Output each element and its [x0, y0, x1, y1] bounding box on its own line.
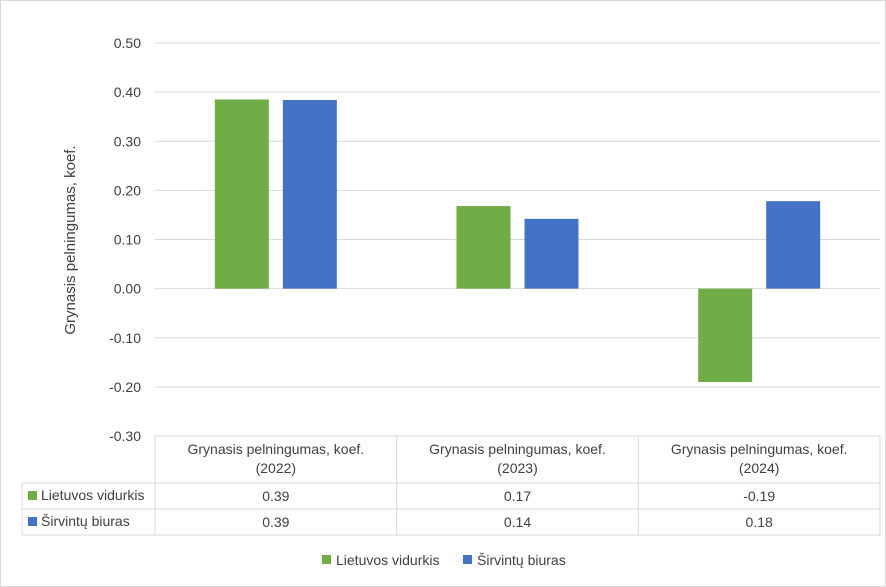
table-value: 0.18: [746, 514, 773, 530]
category-label-year: (2022): [256, 460, 296, 476]
bar-lietuvos-vidurkis: [214, 99, 269, 289]
y-tick-label: 0.00: [114, 281, 141, 297]
category-label-year: (2023): [497, 460, 537, 476]
y-tick-label: 0.10: [114, 232, 141, 248]
y-tick-label: 0.30: [114, 133, 141, 149]
y-axis-title: Grynasis pelningumas, koef.: [62, 145, 79, 334]
table-legend-swatch: [28, 491, 37, 500]
y-axis-ticks: 0.50 0.40 0.30 0.20 0.10 0.00 -0.10 -0.20 -0.30: [109, 35, 141, 444]
legend: Lietuvos vidurkis Širvintų biuras: [322, 552, 566, 568]
y-tick-label: -0.20: [109, 379, 141, 395]
table-value: 0.39: [262, 488, 289, 504]
table-value: 0.17: [504, 488, 531, 504]
bar-sirvintu-biuras: [524, 218, 579, 289]
category-label-year: (2024): [739, 460, 779, 476]
legend-label: Lietuvos vidurkis: [336, 552, 440, 568]
table-value: 0.14: [504, 514, 531, 530]
category-label: Grynasis pelningumas, koef.: [188, 441, 365, 457]
bar-sirvintu-biuras: [766, 201, 821, 289]
y-tick-label: 0.40: [114, 84, 141, 100]
legend-swatch: [322, 555, 331, 564]
bars: [214, 99, 821, 382]
y-tick-label: 0.50: [114, 35, 141, 51]
bar-sirvintu-biuras: [282, 99, 337, 289]
category-label: Grynasis pelningumas, koef.: [671, 441, 848, 457]
table-series-name: Lietuvos vidurkis: [41, 487, 145, 503]
category-label: Grynasis pelningumas, koef.: [429, 441, 606, 457]
bar-lietuvos-vidurkis: [698, 288, 753, 382]
legend-label: Širvintų biuras: [477, 552, 566, 568]
y-tick-label: -0.30: [109, 428, 141, 444]
bar-lietuvos-vidurkis: [456, 206, 511, 289]
y-tick-label: -0.10: [109, 330, 141, 346]
data-table: Grynasis pelningumas, koef. (2022) Grynasi…: [21, 435, 881, 536]
table-value: -0.19: [743, 488, 775, 504]
table-legend-swatch: [28, 517, 37, 526]
y-tick-label: 0.20: [114, 182, 141, 198]
legend-swatch: [463, 555, 472, 564]
table-series-name: Širvintų biuras: [41, 513, 130, 529]
table-value: 0.39: [262, 514, 289, 530]
